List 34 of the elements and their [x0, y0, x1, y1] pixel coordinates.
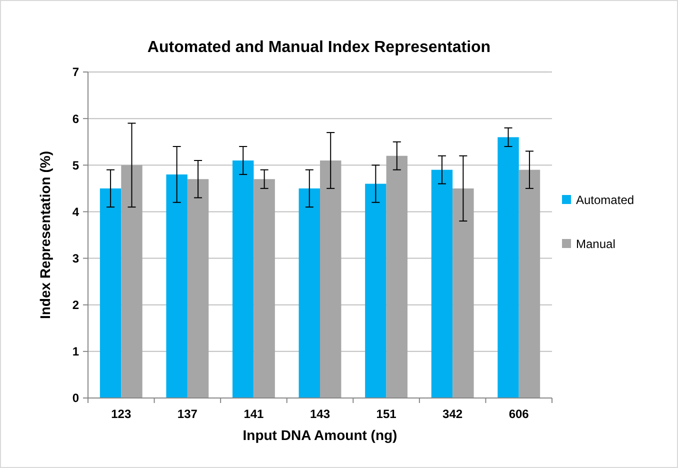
- x-tick-label: 137: [177, 407, 198, 421]
- bar: [187, 179, 209, 398]
- legend-label: Manual: [576, 237, 616, 251]
- y-tick-label: 2: [72, 298, 80, 312]
- bar: [365, 184, 386, 398]
- bar: [431, 170, 453, 398]
- bar: [121, 165, 142, 398]
- x-tick-label: 143: [310, 407, 330, 421]
- y-tick-label: 6: [72, 112, 80, 126]
- bar: [298, 188, 320, 398]
- y-axis-title: Index Representation (%): [37, 150, 53, 320]
- bar: [320, 160, 342, 398]
- bar: [100, 188, 122, 398]
- x-tick-label: 606: [508, 407, 530, 421]
- y-tick-label: 0: [72, 391, 80, 406]
- x-tick-label: 151: [376, 407, 397, 421]
- legend-label: Automated: [576, 193, 634, 207]
- bar: [254, 179, 275, 398]
- x-tick-label: 141: [244, 407, 264, 421]
- x-tick-label: 123: [111, 407, 132, 421]
- bar: [386, 156, 408, 398]
- bar: [166, 174, 188, 398]
- bar: [498, 137, 519, 398]
- chart-title: Automated and Manual Index Representation: [147, 39, 491, 56]
- bar: [232, 160, 254, 398]
- y-tick-label: 5: [72, 158, 80, 172]
- y-tick-label: 4: [72, 204, 80, 219]
- y-tick-label: 7: [72, 65, 80, 80]
- bar: [452, 188, 474, 398]
- x-axis-title: Input DNA Amount (ng): [242, 427, 398, 443]
- x-tick-label: 342: [442, 407, 463, 421]
- y-tick-label: 1: [72, 344, 80, 359]
- y-tick-label: 3: [72, 251, 80, 266]
- bar: [518, 170, 540, 398]
